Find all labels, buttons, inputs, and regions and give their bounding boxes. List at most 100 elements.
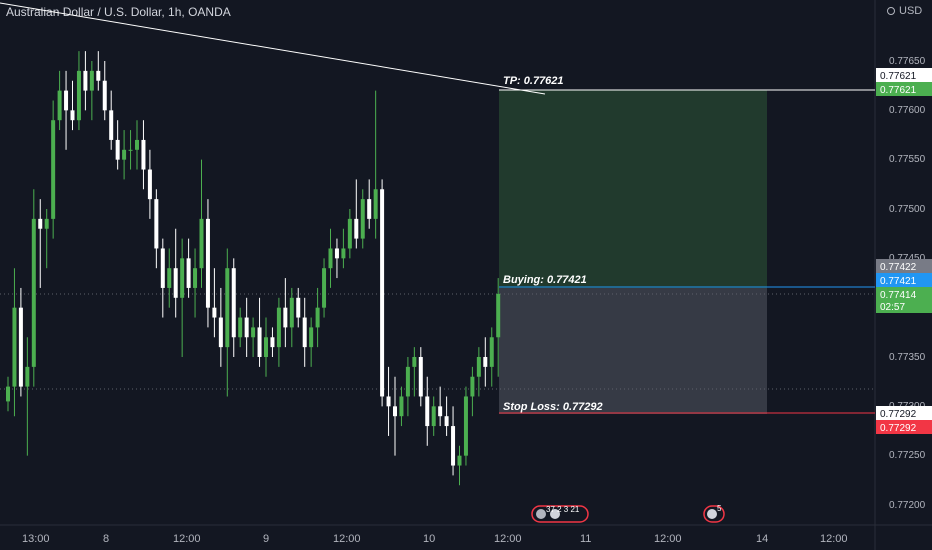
candle-body xyxy=(180,258,185,298)
time-tick: 10 xyxy=(423,533,435,545)
candle-body xyxy=(489,337,494,367)
us-flag-icon xyxy=(536,509,546,519)
candle-body xyxy=(399,396,404,417)
candle-body xyxy=(6,386,10,402)
tp-label: TP: 0.77621 xyxy=(503,75,564,87)
economic-events-group-2[interactable]: 5 xyxy=(703,504,725,523)
trend-line[interactable] xyxy=(0,2,546,95)
candle-body xyxy=(76,70,81,121)
last-price-text: 0.77414 xyxy=(880,290,917,301)
candle-body xyxy=(347,218,352,249)
candle-body xyxy=(367,199,372,219)
price-tick: 0.77600 xyxy=(889,105,926,116)
candle-body xyxy=(212,307,217,318)
candle-body xyxy=(218,317,223,348)
time-tick: 12:00 xyxy=(333,533,361,545)
candle-body xyxy=(463,396,468,456)
entry-badge-gray xyxy=(876,259,932,273)
time-tick: 12:00 xyxy=(820,533,848,545)
tp-badge-white-text: 0.77621 xyxy=(880,71,917,82)
stop-loss-zone[interactable] xyxy=(499,288,767,414)
time-tick: 12:00 xyxy=(654,533,682,545)
candle-body xyxy=(257,327,262,357)
candle-body xyxy=(96,70,101,81)
us-flag-icon xyxy=(707,509,717,519)
candle-body xyxy=(135,139,139,150)
candle-body xyxy=(173,268,178,298)
candle-body xyxy=(83,70,88,91)
price-tick: 0.77250 xyxy=(889,450,926,461)
price-tick: 0.77450 xyxy=(889,253,926,264)
stop-loss-label: Stop Loss: 0.77292 xyxy=(503,401,603,413)
candle-body xyxy=(199,218,204,269)
tp-badge-green xyxy=(876,82,932,96)
candle-body xyxy=(147,169,152,200)
candle-body xyxy=(405,366,410,397)
us-flag-icon xyxy=(550,509,560,519)
stop-badge-white-text: 0.77292 xyxy=(880,409,917,420)
candle-body xyxy=(476,357,481,377)
candle-body xyxy=(51,120,56,219)
candle-body xyxy=(167,268,172,288)
candle-body xyxy=(386,396,391,407)
take-profit-zone[interactable] xyxy=(499,90,767,288)
candle-body xyxy=(205,218,210,308)
candle-body xyxy=(373,189,378,219)
candle-body xyxy=(102,80,107,111)
candle-body xyxy=(360,199,365,239)
event-counts: 37 2 3 21 xyxy=(546,505,580,514)
tp-badge-green-text: 0.77621 xyxy=(880,85,917,96)
time-tick: 12:00 xyxy=(173,533,201,545)
price-tick: 0.77500 xyxy=(889,204,926,215)
candle-body xyxy=(89,70,94,91)
candle-body xyxy=(334,248,339,259)
candle-body xyxy=(154,199,159,249)
candle-body xyxy=(438,406,443,417)
candle-body xyxy=(425,396,430,427)
time-tick: 13:00 xyxy=(22,533,50,545)
candle-body xyxy=(322,268,327,308)
stop-badge-white xyxy=(876,406,932,420)
candle-body xyxy=(186,258,191,288)
candle-body xyxy=(470,376,475,397)
time-tick: 9 xyxy=(263,533,269,545)
candle-body xyxy=(128,149,133,151)
price-tick: 0.77550 xyxy=(889,154,926,165)
candle-body xyxy=(380,189,385,397)
candle-body xyxy=(70,110,75,121)
candle-body xyxy=(122,149,127,160)
time-tick: 14 xyxy=(756,533,768,545)
stop-badge-red xyxy=(876,420,932,434)
time-tick: 11 xyxy=(580,533,591,545)
candle-body xyxy=(231,268,236,338)
candle-body xyxy=(251,327,256,338)
candle-body xyxy=(496,293,501,338)
price-tick: 0.77350 xyxy=(889,352,926,363)
time-tick: 8 xyxy=(103,533,109,545)
candle-body xyxy=(354,218,359,239)
currency-text: USD xyxy=(899,5,923,17)
candle-body xyxy=(193,268,198,288)
countdown-text: 02:57 xyxy=(880,302,905,313)
buying-label: Buying: 0.77421 xyxy=(503,274,587,286)
candle-body xyxy=(412,357,417,367)
time-tick: 12:00 xyxy=(494,533,522,545)
symbol-title[interactable]: Australian Dollar / U.S. Dollar, 1h, OAN… xyxy=(6,5,231,19)
stop-badge-red-text: 0.77292 xyxy=(880,423,917,434)
currency-label[interactable]: USD xyxy=(887,5,922,17)
candle-body xyxy=(57,90,62,121)
price-tick: 0.77200 xyxy=(889,500,926,511)
economic-events-group-1[interactable]: 37 2 3 21 xyxy=(531,505,589,523)
candle-body xyxy=(18,307,23,387)
candle-body xyxy=(225,268,230,348)
candle-body xyxy=(44,218,49,229)
event-count: 5 xyxy=(717,504,722,513)
candle-body xyxy=(289,297,294,328)
candle-body xyxy=(457,455,462,466)
candle-body xyxy=(109,110,114,140)
candle-body xyxy=(483,357,488,367)
candle-body xyxy=(12,307,17,387)
candle-body xyxy=(302,317,307,348)
candle-body xyxy=(444,416,449,427)
